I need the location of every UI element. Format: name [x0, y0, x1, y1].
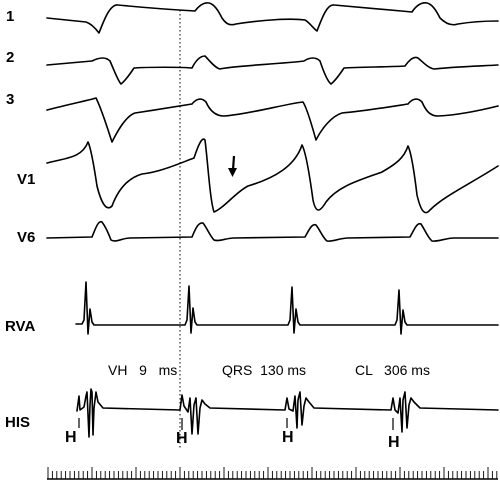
lead-label-1: 1: [6, 8, 14, 25]
trace-lead-his: [76, 388, 499, 438]
his-marker-1: H: [65, 429, 77, 446]
lead-label-rva: RVA: [5, 318, 35, 335]
measurement-vh: VH 9 ms: [108, 362, 177, 378]
trace-lead-v6: [46, 220, 499, 242]
lead-label-v1: V1: [17, 171, 35, 188]
trace-lead-v1: [46, 138, 499, 214]
trace-lead-1: [46, 2, 499, 34]
his-markers: H H H H: [65, 418, 400, 451]
his-marker-4: H: [388, 434, 400, 451]
trace-lead-2: [46, 55, 499, 85]
measurement-cl: CL 306 ms: [355, 362, 430, 378]
measurement-qrs: QRS 130 ms: [222, 362, 306, 378]
arrow-down-icon: [228, 155, 237, 177]
his-marker-3: H: [282, 429, 294, 446]
lead-label-his: HIS: [5, 414, 30, 431]
lead-label-3: 3: [6, 91, 14, 108]
lead-label-2: 2: [6, 49, 14, 66]
trace-lead-rva: [75, 281, 499, 335]
trace-lead-3: [46, 97, 499, 143]
lead-label-v6: V6: [17, 229, 35, 246]
time-scale-ruler: [47, 467, 498, 480]
his-marker-2: H: [176, 430, 188, 447]
